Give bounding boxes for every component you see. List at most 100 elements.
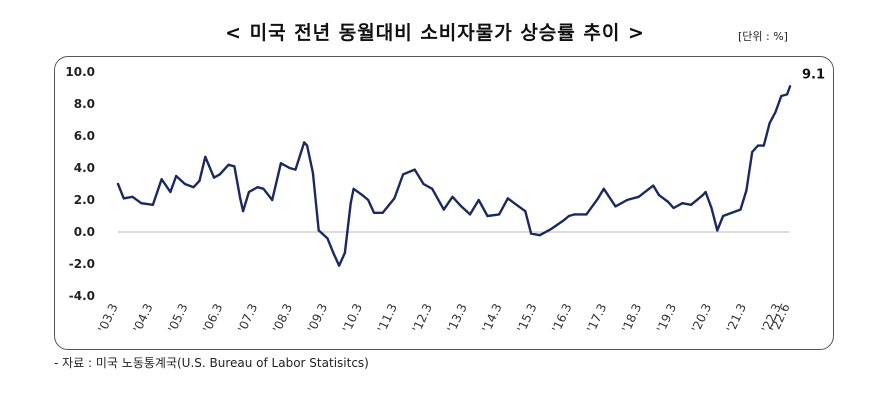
y-tick-label: 8.0	[74, 97, 95, 111]
data-point	[332, 251, 335, 254]
x-tick-label: '17.3	[584, 301, 609, 334]
chart-frame	[54, 56, 834, 350]
data-point	[652, 184, 655, 187]
y-tick-label: -2.0	[69, 257, 95, 271]
x-tick-label: '06.3	[200, 301, 225, 334]
data-point	[198, 179, 201, 182]
data-point	[626, 198, 629, 202]
series-line	[116, 85, 792, 267]
data-point	[271, 198, 274, 202]
data-point	[690, 203, 693, 206]
data-point	[538, 234, 541, 237]
data-point	[745, 189, 748, 192]
x-tick-label: '20.3	[689, 301, 714, 334]
data-point	[596, 197, 600, 200]
data-point	[431, 187, 434, 190]
x-tick-label: '21.3	[724, 301, 749, 334]
data-point	[303, 141, 306, 144]
data-point	[768, 122, 771, 125]
chart-title: < 미국 전년 동월대비 소비자물가 상승률 추이 >	[225, 22, 645, 44]
data-point	[422, 182, 425, 186]
data-point	[372, 211, 376, 214]
x-tick-label: '03.3	[95, 301, 120, 334]
data-point	[550, 227, 553, 230]
data-point	[506, 197, 509, 200]
x-tick-label: '14.3	[479, 301, 504, 334]
x-tick-label: '10.3	[340, 301, 365, 334]
y-tick-label: 2.0	[74, 193, 95, 207]
y-tick-label: 4.0	[74, 161, 95, 175]
data-point	[131, 195, 134, 198]
data-point	[367, 198, 370, 202]
data-point	[751, 150, 754, 154]
data-point	[786, 93, 789, 96]
data-point	[160, 178, 163, 181]
data-point	[242, 210, 245, 213]
data-point	[468, 213, 472, 216]
data-point	[704, 190, 707, 194]
data-point	[393, 197, 396, 200]
data-point	[247, 190, 250, 194]
source-note: - 자료 : 미국 노동통계국(U.S. Bureau of Labor Sta…	[54, 356, 369, 370]
data-point	[666, 200, 669, 203]
data-point	[317, 229, 320, 232]
x-tick-label: '04.3	[130, 301, 155, 334]
data-point	[567, 214, 571, 218]
data-point	[204, 155, 207, 158]
data-point	[716, 229, 719, 232]
data-point	[602, 187, 605, 190]
unit-label: [단위 : %]	[738, 30, 788, 43]
data-point	[739, 208, 742, 211]
data-point	[451, 195, 454, 198]
data-point	[140, 202, 143, 205]
data-point	[498, 213, 501, 216]
x-tick-label: '16.3	[549, 301, 574, 334]
data-point	[442, 208, 445, 211]
data-point	[788, 85, 792, 88]
data-point	[722, 214, 725, 218]
data-point	[730, 211, 733, 214]
data-point	[515, 203, 518, 206]
data-point	[326, 237, 329, 240]
data-point	[585, 213, 588, 216]
y-tick-label: 0.0	[74, 225, 95, 239]
x-tick-label: '05.3	[165, 301, 190, 334]
data-point	[381, 211, 384, 214]
data-point	[294, 168, 297, 171]
data-point	[658, 194, 661, 197]
data-point	[183, 182, 186, 186]
data-point	[402, 173, 405, 176]
data-point	[562, 219, 565, 222]
data-point	[637, 195, 640, 198]
x-tick-label: '12.3	[410, 301, 435, 334]
y-tick-label: -4.0	[69, 289, 95, 303]
data-point	[352, 187, 355, 190]
data-point	[212, 176, 216, 179]
data-point	[361, 194, 364, 197]
data-point	[218, 173, 221, 176]
data-point	[175, 174, 178, 178]
data-point	[233, 165, 236, 168]
data-point	[672, 206, 675, 210]
data-point	[306, 144, 309, 147]
data-point	[256, 186, 259, 189]
data-point	[311, 171, 314, 174]
data-point	[756, 144, 760, 147]
x-axis-ticks: '03.3 '04.3 '05.3 '06.3 '07.3 '08.3 '09.3 '10.3…	[95, 301, 792, 334]
data-point	[338, 264, 341, 267]
data-point	[288, 166, 291, 170]
data-point	[710, 206, 713, 210]
data-point	[116, 182, 120, 186]
data-point	[477, 198, 480, 202]
data-point	[169, 190, 172, 194]
data-point	[151, 203, 154, 206]
y-axis-ticks: 10.0 8.0 6.0 4.0 2.0 0.0 -2.0 -4.0	[65, 65, 95, 303]
data-point	[701, 194, 704, 197]
data-point	[774, 110, 777, 114]
data-point	[780, 94, 783, 98]
last-value-label: 9.1	[802, 67, 825, 82]
x-tick-label: '19.3	[654, 301, 679, 334]
data-point	[486, 214, 489, 218]
series-points	[116, 85, 792, 267]
